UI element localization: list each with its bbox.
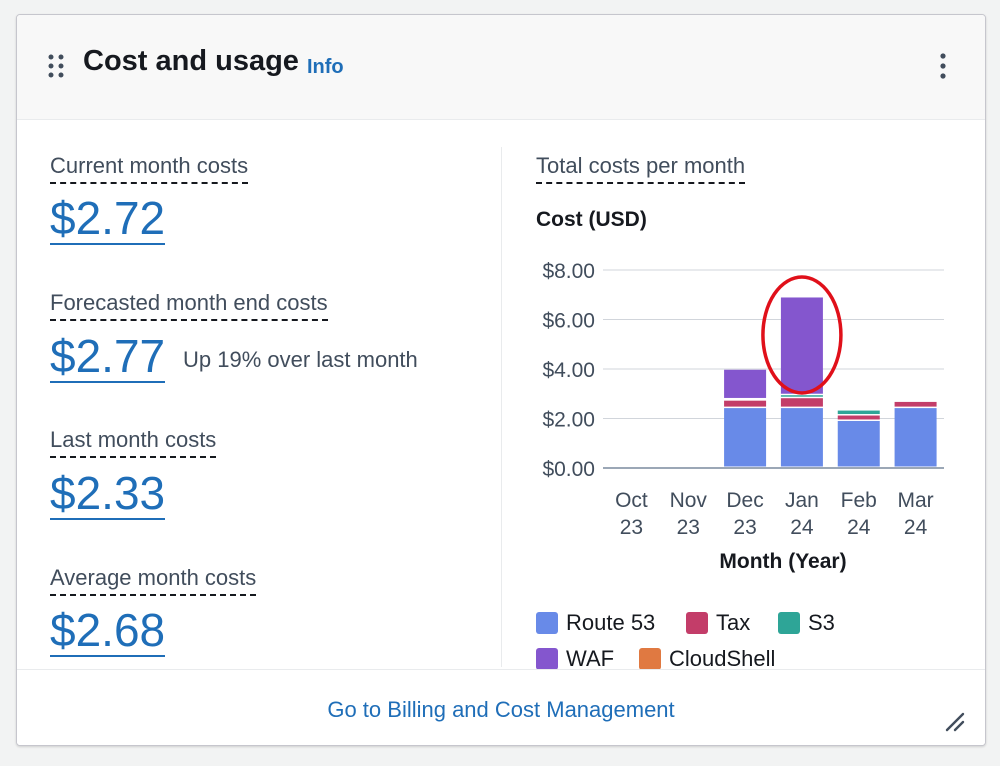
forecasted-month-end-costs-label: Forecasted month end costs: [50, 290, 328, 321]
legend-item[interactable]: Tax: [686, 610, 750, 636]
bar-segment: [724, 408, 767, 467]
current-month-costs-label: Current month costs: [50, 153, 249, 184]
bar-segment: [837, 415, 880, 420]
bar-segment: [724, 400, 767, 407]
average-month-costs-label: Average month costs: [50, 565, 257, 596]
x-tick-label: Oct: [615, 489, 648, 512]
legend-swatch: [778, 612, 800, 634]
bar-segment: [837, 410, 880, 415]
bar-segment: [894, 401, 937, 407]
chart-title: Total costs per month: [536, 153, 746, 184]
x-tick-label: Jan: [785, 489, 819, 512]
billing-link[interactable]: Go to Billing and Cost Management: [327, 697, 675, 722]
legend-label: WAF: [566, 646, 615, 671]
legend-swatch: [536, 612, 558, 634]
current-month-costs-value[interactable]: $2.72: [50, 192, 166, 245]
legend-swatch: [536, 648, 558, 670]
forecasted-month-end-costs-value[interactable]: $2.77: [50, 330, 166, 383]
widget-title: Cost and usage: [83, 45, 299, 77]
x-tick-label: Nov: [670, 489, 708, 512]
legend-label: S3: [808, 610, 835, 635]
y-tick-label: $6.00: [542, 310, 595, 333]
legend-item[interactable]: Route 53: [536, 610, 655, 636]
bar-segment: [837, 420, 880, 467]
x-tick-label: 23: [733, 516, 756, 539]
legend-label: Tax: [716, 610, 751, 635]
chart-x-axis-label: Month (Year): [719, 550, 846, 573]
legend-swatch: [686, 612, 708, 634]
chart-y-axis-label: Cost (USD): [536, 208, 647, 231]
highlight-ellipse: [761, 275, 843, 395]
x-tick-label: 24: [904, 516, 928, 539]
cost-and-usage-widget: Cost and usage Info Current month costs …: [16, 14, 986, 746]
legend-item[interactable]: WAF: [536, 646, 614, 672]
y-tick-label: $4.00: [542, 359, 595, 382]
widget-footer: Go to Billing and Cost Management: [17, 669, 985, 745]
y-tick-label: $0.00: [542, 458, 595, 481]
x-tick-label: 23: [677, 516, 700, 539]
bar-segment: [780, 408, 823, 467]
info-link[interactable]: Info: [307, 56, 344, 78]
bar-segment: [724, 369, 767, 398]
legend-item[interactable]: CloudShell: [639, 646, 775, 672]
bar-segment: [780, 297, 823, 394]
y-tick-label: $2.00: [542, 409, 595, 432]
column-divider: [501, 147, 502, 667]
x-tick-label: Feb: [841, 489, 877, 512]
bar-segment: [780, 398, 823, 407]
drag-handle-icon[interactable]: [48, 54, 64, 78]
x-tick-label: Mar: [897, 489, 933, 512]
last-month-costs-label: Last month costs: [50, 427, 217, 458]
y-tick-label: $8.00: [542, 260, 595, 283]
last-month-costs-value[interactable]: $2.33: [50, 467, 166, 520]
legend-item[interactable]: S3: [778, 610, 835, 636]
average-month-costs-value[interactable]: $2.68: [50, 604, 166, 657]
forecast-change-note: Up 19% over last month: [183, 347, 418, 372]
x-tick-label: 23: [620, 516, 643, 539]
bar-segment: [780, 395, 823, 397]
x-tick-label: Dec: [726, 489, 763, 512]
legend-swatch: [639, 648, 661, 670]
legend-label: CloudShell: [669, 646, 776, 671]
kebab-menu-icon[interactable]: [933, 51, 953, 81]
legend-label: Route 53: [566, 610, 656, 635]
x-tick-label: 24: [847, 516, 871, 539]
resize-handle-icon[interactable]: [945, 712, 965, 732]
cost-bar-chart: $0.00 $2.00 $4.00 $6.00 $8.00 Oct 23 Nov 23 Dec 23…: [542, 260, 944, 573]
bar-segment: [894, 408, 937, 467]
x-tick-label: 24: [790, 516, 814, 539]
widget-header: Cost and usage Info: [17, 15, 985, 120]
